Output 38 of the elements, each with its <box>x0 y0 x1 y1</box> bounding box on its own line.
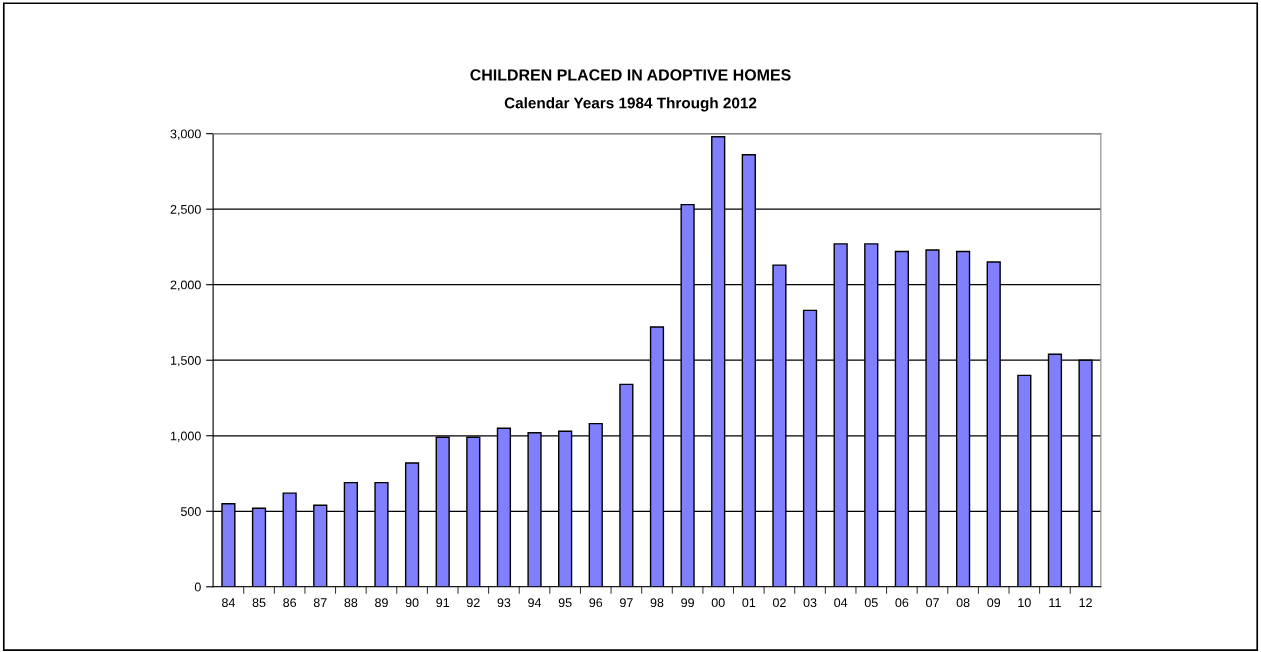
x-tick-label: 11 <box>1049 598 1061 607</box>
x-tick-label: 03 <box>803 598 817 608</box>
x-tick-label: 97 <box>620 598 633 608</box>
x-tick-label: 86 <box>283 598 297 608</box>
y-tick-label: 500 <box>180 507 201 516</box>
x-tick-label: 10 <box>1018 598 1031 608</box>
x-tick-label: 93 <box>497 598 511 608</box>
y-tick-label: 1,000 <box>170 431 201 442</box>
x-tick-label: 84 <box>222 598 235 608</box>
x-tick-label: 91 <box>436 598 450 608</box>
x-tick-label: 06 <box>895 598 909 608</box>
x-tick-label: 12 <box>1079 598 1092 607</box>
x-tick-label: 05 <box>864 598 878 608</box>
x-tick-label: 08 <box>956 598 970 608</box>
x-tick-label: 01 <box>742 598 756 608</box>
x-tick-label: 88 <box>344 598 358 608</box>
x-tick-label: 90 <box>405 598 419 608</box>
x-tick-label: 94 <box>528 598 542 608</box>
y-tick-label: 2,500 <box>170 204 201 216</box>
x-tick-label: 92 <box>466 598 480 608</box>
y-tick-label: 3,000 <box>170 129 201 140</box>
x-tick-label: 02 <box>772 598 786 608</box>
y-tick-label: 0 <box>194 582 201 592</box>
x-tick-label: 00 <box>711 598 725 608</box>
x-tick-label: 99 <box>681 598 694 608</box>
chart-subtitle: Calendar Years 1984 Through 2012 <box>504 97 757 112</box>
x-tick-label: 96 <box>589 598 603 608</box>
x-tick-label: 85 <box>252 598 266 608</box>
y-tick-label: 1,500 <box>170 356 201 367</box>
x-tick-label: 95 <box>558 598 572 608</box>
x-tick-label: 04 <box>834 598 848 608</box>
y-tick-label: 2,000 <box>170 280 201 291</box>
x-tick-label: 07 <box>926 598 939 608</box>
x-tick-label: 89 <box>375 598 388 608</box>
chart-title: CHILDREN PLACED IN ADOPTIVE HOMES <box>470 69 791 81</box>
x-tick-label: 09 <box>987 598 1001 608</box>
x-tick-label: 98 <box>650 598 664 608</box>
x-tick-label: 87 <box>313 598 327 608</box>
